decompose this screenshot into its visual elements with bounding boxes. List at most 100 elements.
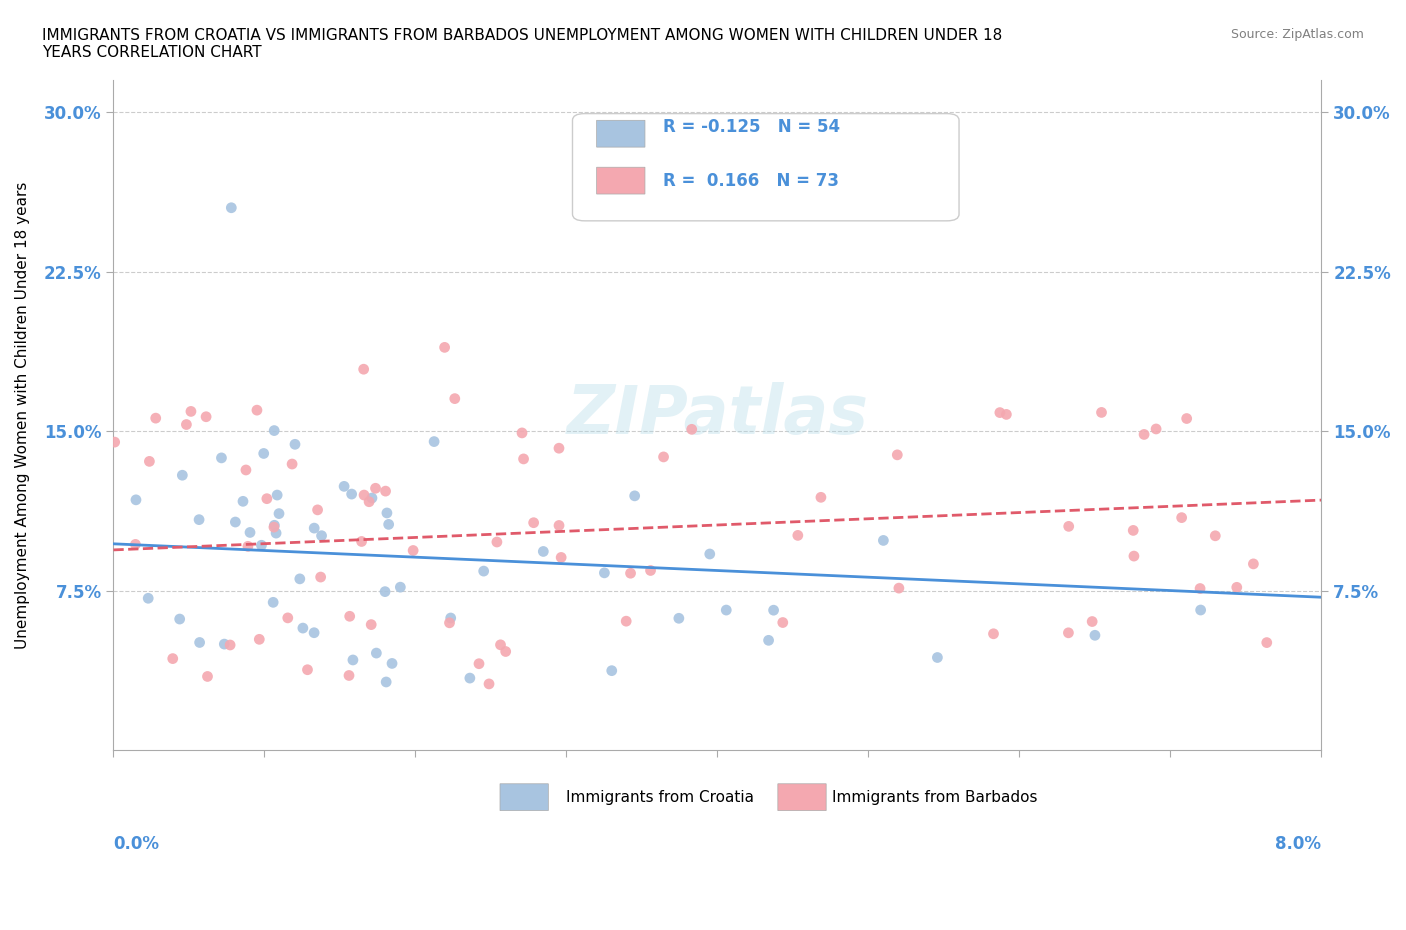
- Point: [219, 638, 242, 653]
- Point: [1081, 614, 1104, 629]
- Point: [485, 535, 508, 550]
- Point: [762, 603, 785, 618]
- Text: 0.0%: 0.0%: [114, 835, 159, 854]
- Point: [423, 434, 446, 449]
- Point: [640, 563, 662, 578]
- Point: [375, 506, 398, 521]
- Point: [1122, 523, 1144, 538]
- Point: [136, 591, 159, 605]
- Point: [256, 491, 278, 506]
- Point: [512, 451, 534, 466]
- Point: [443, 392, 465, 406]
- Point: [772, 615, 794, 630]
- FancyBboxPatch shape: [572, 113, 959, 220]
- Point: [340, 486, 363, 501]
- Point: [302, 521, 325, 536]
- Point: [145, 411, 167, 426]
- Point: [381, 656, 404, 671]
- FancyBboxPatch shape: [596, 167, 645, 194]
- Point: [1122, 549, 1144, 564]
- Point: [263, 520, 285, 535]
- Point: [927, 650, 949, 665]
- Point: [758, 633, 780, 648]
- Point: [1241, 556, 1264, 571]
- Point: [235, 462, 257, 477]
- Point: [162, 651, 184, 666]
- Point: [176, 417, 198, 432]
- Point: [360, 618, 382, 632]
- Point: [652, 449, 675, 464]
- Text: R = -0.125   N = 54: R = -0.125 N = 54: [664, 118, 841, 136]
- Point: [239, 525, 262, 540]
- Point: [440, 611, 463, 626]
- Point: [364, 481, 387, 496]
- Point: [550, 550, 572, 565]
- Point: [1090, 405, 1112, 419]
- Point: [374, 584, 396, 599]
- Point: [291, 620, 314, 635]
- Point: [188, 512, 211, 527]
- Point: [197, 669, 219, 684]
- Point: [309, 569, 332, 584]
- Point: [333, 479, 356, 494]
- Point: [297, 662, 319, 677]
- Point: [531, 544, 554, 559]
- Point: [1133, 427, 1156, 442]
- Point: [402, 543, 425, 558]
- Point: [214, 637, 236, 652]
- Point: [810, 490, 832, 505]
- Point: [288, 571, 311, 586]
- Point: [195, 409, 218, 424]
- Point: [221, 200, 243, 215]
- Point: [377, 517, 399, 532]
- Point: [439, 616, 461, 631]
- Point: [375, 674, 398, 689]
- Point: [263, 518, 285, 533]
- Point: [337, 668, 360, 683]
- Point: [872, 533, 894, 548]
- Point: [262, 595, 284, 610]
- Point: [1144, 421, 1167, 436]
- Point: [523, 515, 546, 530]
- Point: [1057, 519, 1080, 534]
- Point: [361, 490, 384, 505]
- Point: [548, 441, 571, 456]
- Point: [307, 502, 329, 517]
- Point: [250, 538, 273, 552]
- Point: [224, 514, 246, 529]
- Point: [600, 663, 623, 678]
- Point: [311, 528, 333, 543]
- Point: [211, 450, 233, 465]
- Text: Immigrants from Barbados: Immigrants from Barbados: [832, 790, 1038, 804]
- Point: [389, 579, 412, 594]
- Point: [125, 492, 148, 507]
- Point: [468, 657, 491, 671]
- Point: [716, 603, 738, 618]
- Point: [188, 635, 211, 650]
- Point: [366, 645, 388, 660]
- Point: [1057, 625, 1080, 640]
- Point: [266, 487, 288, 502]
- Point: [172, 468, 194, 483]
- Point: [668, 611, 690, 626]
- Point: [277, 610, 299, 625]
- Point: [995, 407, 1018, 422]
- Point: [342, 653, 364, 668]
- Point: [786, 528, 808, 543]
- Point: [983, 626, 1005, 641]
- Point: [180, 404, 202, 418]
- Point: [623, 488, 645, 503]
- Point: [253, 446, 276, 461]
- Point: [169, 612, 191, 627]
- Point: [988, 405, 1011, 420]
- Text: Immigrants from Croatia: Immigrants from Croatia: [567, 790, 755, 804]
- FancyBboxPatch shape: [501, 784, 548, 811]
- Point: [302, 625, 325, 640]
- Point: [263, 423, 285, 438]
- Point: [339, 609, 361, 624]
- Point: [1204, 528, 1226, 543]
- Point: [1256, 635, 1278, 650]
- Point: [619, 565, 641, 580]
- Point: [458, 671, 481, 685]
- Point: [478, 676, 501, 691]
